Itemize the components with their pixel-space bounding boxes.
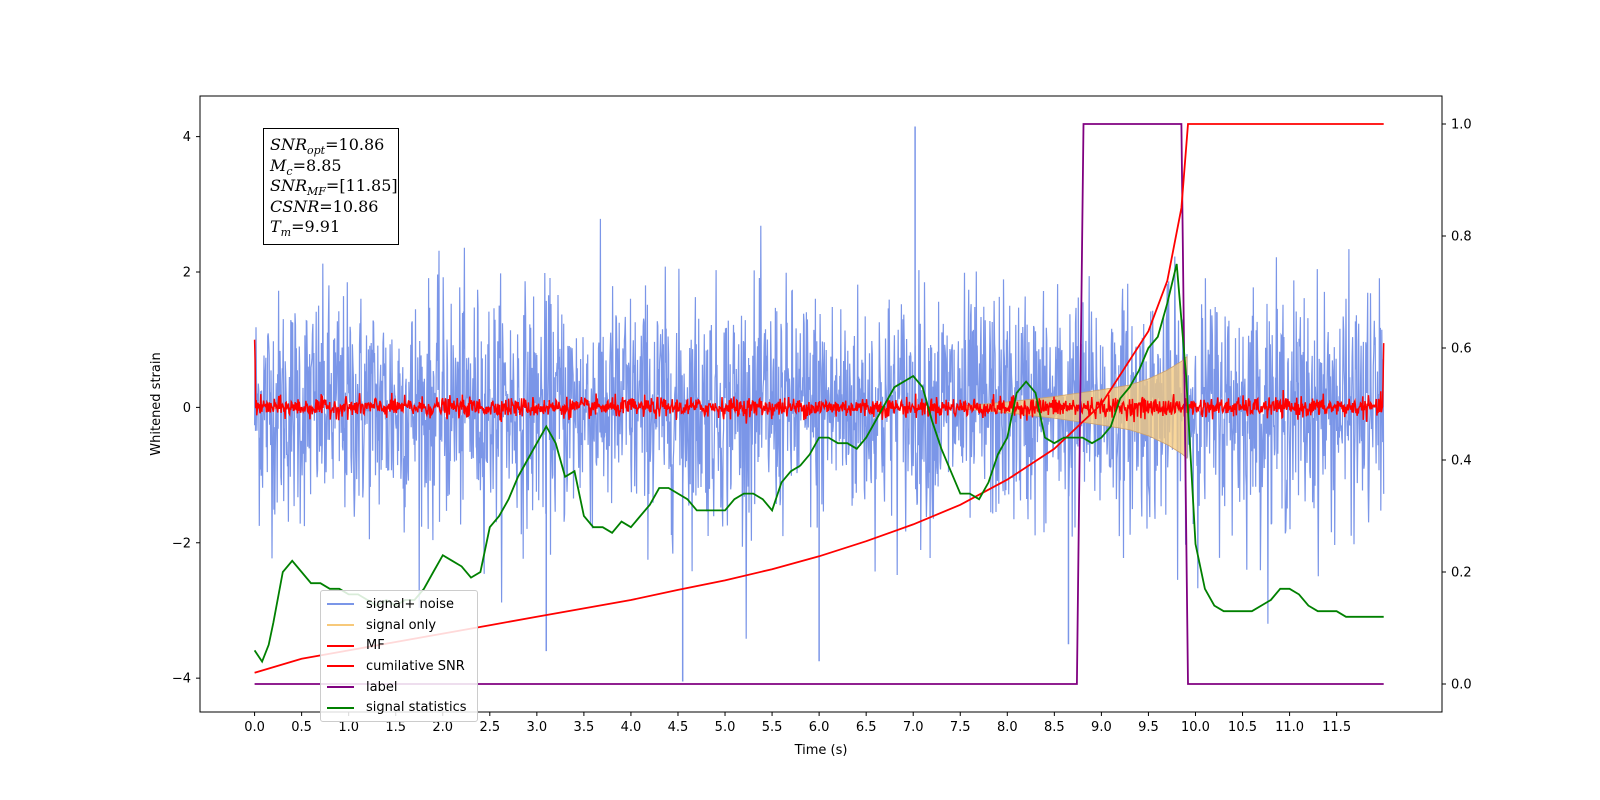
series-label xyxy=(254,123,1384,685)
legend-item-mf: MF xyxy=(325,635,473,656)
y2-tick-label: 0.2 xyxy=(1451,566,1472,581)
y-tick-label: 0 xyxy=(183,401,191,416)
x-tick-label: 10.0 xyxy=(1181,720,1210,735)
legend-item-signal-noise: signal+ noise xyxy=(325,594,473,615)
x-tick-label: 8.5 xyxy=(1044,720,1065,735)
legend-swatch xyxy=(327,644,354,647)
x-tick-label: 5.0 xyxy=(715,720,736,735)
x-axis: 0.0 0.5 1.0 1.5 2.0 2.5 3.0 3.5 4.0 4.5 5.0 5.5 6.0 6… xyxy=(244,712,1351,735)
x-tick-label: 4.0 xyxy=(621,720,642,735)
legend-item-label: label xyxy=(325,677,473,698)
legend-swatch xyxy=(327,686,354,689)
y2-tick-label: 0.4 xyxy=(1451,454,1472,469)
x-tick-label: 7.5 xyxy=(950,720,971,735)
series-signal-statistics xyxy=(253,263,1384,664)
legend-swatch xyxy=(327,665,354,668)
y-tick-label: 2 xyxy=(183,266,191,281)
x-tick-label: 4.5 xyxy=(668,720,689,735)
snr-info-box: SNRopt=10.86 Mc=8.85 SNRMF=[11.85] CSNR=… xyxy=(263,128,399,245)
y-tick-label: −4 xyxy=(172,672,191,687)
x-tick-label: 2.0 xyxy=(432,720,453,735)
legend-item-signal-only: signal only xyxy=(325,615,473,636)
y2-tick-label: 0.0 xyxy=(1451,678,1472,693)
legend-swatch xyxy=(327,624,354,627)
legend-item-signal-statistics: signal statistics xyxy=(325,697,473,718)
x-tick-label: 6.5 xyxy=(856,720,877,735)
legend-item-cumulative-snr: cumilative SNR xyxy=(325,656,473,677)
y-axis-left: −4 −2 0 2 4 xyxy=(172,130,200,687)
mc-line: Mc=8.85 xyxy=(270,155,342,178)
x-tick-label: 10.5 xyxy=(1228,720,1257,735)
x-tick-label: 11.5 xyxy=(1322,720,1351,735)
plot-area xyxy=(253,123,1385,685)
series-mf xyxy=(253,339,1385,424)
x-tick-label: 0.0 xyxy=(244,720,265,735)
x-axis-label: Time (s) xyxy=(794,743,848,758)
x-tick-label: 1.5 xyxy=(385,720,406,735)
legend-swatch xyxy=(327,706,354,709)
legend: signal+ noise signal only MF cumilative … xyxy=(320,590,478,723)
y2-tick-label: 0.6 xyxy=(1451,342,1472,357)
x-tick-label: 1.0 xyxy=(338,720,359,735)
snr-mf-line: SNRMF=[11.85] xyxy=(270,176,398,198)
y2-tick-label: 0.8 xyxy=(1451,230,1472,245)
csnr-line: CSNR=10.86 xyxy=(270,196,379,216)
y-axis-right: 0.0 0.2 0.4 0.6 0.8 1.0 xyxy=(1442,118,1472,693)
y-tick-label: 4 xyxy=(183,130,191,145)
x-tick-label: 8.0 xyxy=(997,720,1018,735)
tm-line: Tm=9.91 xyxy=(270,217,341,239)
plot-frame xyxy=(199,95,1443,713)
y-tick-label: −2 xyxy=(172,536,191,551)
x-tick-label: 6.0 xyxy=(809,720,830,735)
x-tick-label: 2.5 xyxy=(479,720,500,735)
x-tick-label: 0.5 xyxy=(291,720,312,735)
x-tick-label: 7.0 xyxy=(903,720,924,735)
x-tick-label: 5.5 xyxy=(762,720,783,735)
snr-opt-line: SNRopt=10.86 xyxy=(270,135,385,157)
y-axis-label: Whitened strain xyxy=(149,352,164,455)
x-tick-label: 11.0 xyxy=(1275,720,1304,735)
x-tick-label: 9.5 xyxy=(1138,720,1159,735)
x-tick-label: 9.0 xyxy=(1091,720,1112,735)
x-tick-label: 3.5 xyxy=(574,720,595,735)
x-tick-label: 3.0 xyxy=(527,720,548,735)
y2-tick-label: 1.0 xyxy=(1451,118,1472,133)
legend-swatch xyxy=(327,603,354,606)
